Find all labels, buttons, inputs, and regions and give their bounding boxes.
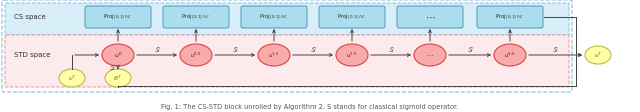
Text: $u^{1.5}$: $u^{1.5}$ [268, 50, 280, 60]
Text: $\mathrm{Proj}_{[0,1]\cap C}$: $\mathrm{Proj}_{[0,1]\cap C}$ [337, 12, 367, 22]
Ellipse shape [102, 44, 134, 66]
Ellipse shape [585, 46, 611, 64]
FancyBboxPatch shape [5, 35, 569, 87]
Text: $\mathcal{S}$: $\mathcal{S}$ [154, 44, 161, 54]
Text: $\mathcal{S}$: $\mathcal{S}$ [232, 44, 238, 54]
Text: $\mathcal{S}$: $\mathcal{S}$ [552, 44, 559, 54]
FancyBboxPatch shape [241, 6, 307, 28]
Text: CS space: CS space [14, 14, 45, 20]
Ellipse shape [494, 44, 526, 66]
Text: $\mathcal{S}$: $\mathcal{S}$ [310, 44, 316, 54]
Text: $\mathrm{Proj}_{[0,1]\cap C}$: $\mathrm{Proj}_{[0,1]\cap C}$ [259, 12, 289, 22]
FancyBboxPatch shape [85, 6, 151, 28]
Text: $u^{0}$: $u^{0}$ [114, 50, 122, 60]
Text: $\cdots$: $\cdots$ [426, 53, 434, 57]
Text: STD space: STD space [14, 52, 51, 58]
Text: $\mathrm{Proj}_{[0,1]\cap C}$: $\mathrm{Proj}_{[0,1]\cap C}$ [103, 12, 132, 22]
Ellipse shape [105, 69, 131, 87]
FancyBboxPatch shape [477, 6, 543, 28]
Text: $\mathrm{Proj}_{[0,1]\cap C}$: $\mathrm{Proj}_{[0,1]\cap C}$ [495, 12, 525, 22]
Text: $\mathrm{Proj}_{[0,1]\cap C}$: $\mathrm{Proj}_{[0,1]\cap C}$ [181, 12, 211, 22]
Ellipse shape [180, 44, 212, 66]
Ellipse shape [414, 44, 446, 66]
FancyBboxPatch shape [397, 6, 463, 28]
Text: $u^{0.5}$: $u^{0.5}$ [190, 50, 202, 60]
Ellipse shape [336, 44, 368, 66]
Text: $\upsilon^T$: $\upsilon^T$ [593, 50, 602, 60]
Text: $\theta^T$: $\theta^T$ [113, 73, 123, 83]
Ellipse shape [258, 44, 290, 66]
Text: $\cdots$: $\cdots$ [425, 12, 435, 22]
FancyBboxPatch shape [163, 6, 229, 28]
FancyBboxPatch shape [5, 3, 569, 35]
Text: $u^{9.5}$: $u^{9.5}$ [504, 50, 516, 60]
Text: $\mathcal{S}$: $\mathcal{S}$ [109, 63, 115, 72]
FancyBboxPatch shape [319, 6, 385, 28]
Text: Fig. 1: The CS-STD block unrolled by Algorithm 2. S stands for classical sigmoid: Fig. 1: The CS-STD block unrolled by Alg… [161, 104, 459, 110]
Text: $u^{2.5}$: $u^{2.5}$ [346, 50, 358, 60]
Text: $\mathcal{S}$: $\mathcal{S}$ [467, 44, 474, 54]
Text: $\mathcal{S}$: $\mathcal{S}$ [388, 44, 394, 54]
Ellipse shape [59, 69, 85, 87]
Text: $\upsilon^T$: $\upsilon^T$ [68, 73, 76, 83]
